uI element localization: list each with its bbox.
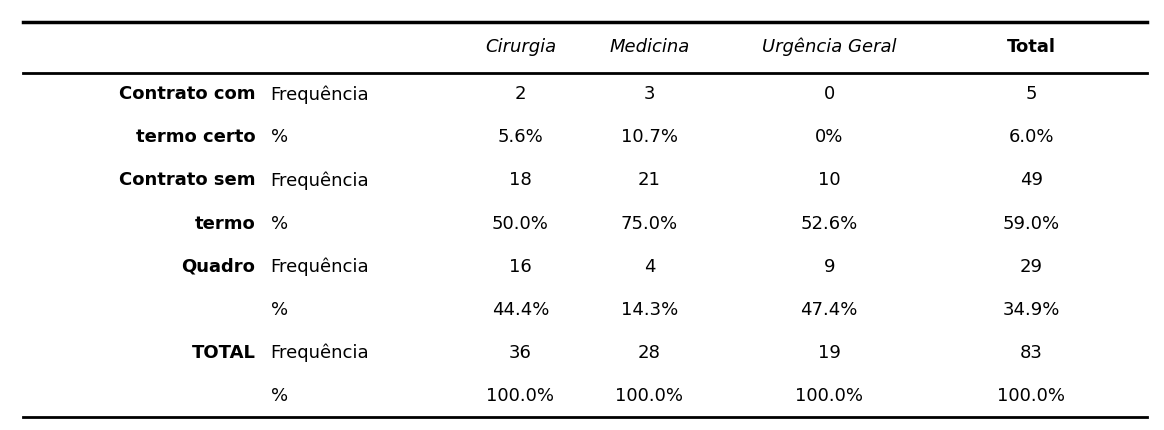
Text: Cirurgia: Cirurgia xyxy=(484,38,556,56)
Text: 18: 18 xyxy=(509,172,532,190)
Text: 100.0%: 100.0% xyxy=(616,387,683,405)
Text: 83: 83 xyxy=(1020,344,1043,362)
Text: %: % xyxy=(270,301,288,319)
Text: 5.6%: 5.6% xyxy=(497,129,544,147)
Text: 10: 10 xyxy=(818,172,840,190)
Text: 44.4%: 44.4% xyxy=(491,301,549,319)
Text: %: % xyxy=(270,387,288,405)
Text: 49: 49 xyxy=(1020,172,1043,190)
Text: Contrato sem: Contrato sem xyxy=(119,172,255,190)
Text: 14.3%: 14.3% xyxy=(620,301,679,319)
Text: termo: termo xyxy=(194,215,255,233)
Text: 29: 29 xyxy=(1020,258,1043,276)
Text: Frequência: Frequência xyxy=(270,257,369,276)
Text: 4: 4 xyxy=(644,258,655,276)
Text: 100.0%: 100.0% xyxy=(487,387,554,405)
Text: 0%: 0% xyxy=(815,129,844,147)
Text: Urgência Geral: Urgência Geral xyxy=(762,38,896,56)
Text: Frequência: Frequência xyxy=(270,171,369,190)
Text: termo certo: termo certo xyxy=(136,129,255,147)
Text: 59.0%: 59.0% xyxy=(1003,215,1060,233)
Text: %: % xyxy=(270,215,288,233)
Text: 2: 2 xyxy=(514,86,526,104)
Text: 50.0%: 50.0% xyxy=(492,215,548,233)
Text: 21: 21 xyxy=(638,172,661,190)
Text: 28: 28 xyxy=(638,344,661,362)
Text: Medicina: Medicina xyxy=(610,38,689,56)
Text: 6.0%: 6.0% xyxy=(1009,129,1055,147)
Text: 5: 5 xyxy=(1025,86,1037,104)
Text: Quadro: Quadro xyxy=(182,258,255,276)
Text: 0: 0 xyxy=(824,86,835,104)
Text: 16: 16 xyxy=(509,258,532,276)
Text: 19: 19 xyxy=(818,344,840,362)
Text: Frequência: Frequência xyxy=(270,85,369,104)
Text: 47.4%: 47.4% xyxy=(801,301,858,319)
Text: 100.0%: 100.0% xyxy=(795,387,864,405)
Text: Frequência: Frequência xyxy=(270,343,369,362)
Text: %: % xyxy=(270,129,288,147)
Text: Contrato com: Contrato com xyxy=(119,86,255,104)
Text: 52.6%: 52.6% xyxy=(801,215,858,233)
Text: 75.0%: 75.0% xyxy=(620,215,679,233)
Text: 36: 36 xyxy=(509,344,532,362)
Text: 100.0%: 100.0% xyxy=(998,387,1065,405)
Text: 34.9%: 34.9% xyxy=(1002,301,1060,319)
Text: Total: Total xyxy=(1007,38,1056,56)
Text: TOTAL: TOTAL xyxy=(192,344,255,362)
Text: 10.7%: 10.7% xyxy=(622,129,677,147)
Text: 9: 9 xyxy=(823,258,835,276)
Text: 3: 3 xyxy=(644,86,655,104)
